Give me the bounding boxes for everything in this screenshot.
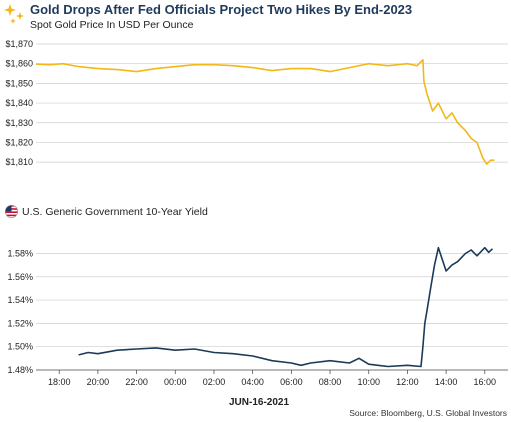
yield-series-line <box>78 246 494 368</box>
gold-ytick-label: $1,860 <box>5 59 33 69</box>
chart-title: Gold Drops After Fed Officials Project T… <box>30 2 413 17</box>
x-tick-label: 00:00 <box>164 377 187 387</box>
gold-panel: $1,810 $1,820 $1,830 $1,840 $1,850 $1,860 $1,8… <box>5 39 508 167</box>
x-tick-label: 04:00 <box>241 377 264 387</box>
yield-ytick-label: 1.56% <box>7 272 33 282</box>
x-tick-label: 10:00 <box>357 377 380 387</box>
x-tick-label: 18:00 <box>48 377 71 387</box>
x-tick-label: 22:00 <box>125 377 148 387</box>
sparkle-icon <box>4 4 24 24</box>
yield-ytick-label: 1.58% <box>7 248 33 258</box>
x-tick-label: 02:00 <box>203 377 226 387</box>
gold-ytick-label: $1,850 <box>5 78 33 88</box>
x-tick-label: 20:00 <box>87 377 110 387</box>
chart-subtitle: Spot Gold Price In USD Per Ounce <box>30 19 194 31</box>
x-tick-label: 06:00 <box>280 377 303 387</box>
date-label: JUN-16-2021 <box>229 397 290 408</box>
x-tick-label: 16:00 <box>474 377 497 387</box>
gold-ytick-label: $1,840 <box>5 98 33 108</box>
x-tick-label: 14:00 <box>435 377 458 387</box>
yield-ytick-label: 1.52% <box>7 318 33 328</box>
x-tick-label: 08:00 <box>319 377 342 387</box>
gold-ytick-label: $1,820 <box>5 137 33 147</box>
yield-ytick-label: 1.50% <box>7 342 33 352</box>
us-flag-icon <box>5 205 18 218</box>
yield-ytick-label: 1.48% <box>7 365 33 375</box>
gold-ytick-label: $1,810 <box>5 157 33 167</box>
x-axis: 18:00 20:00 22:00 00:00 02:00 04:00 06:00 08:00… <box>36 369 508 387</box>
source-note: Source: Bloomberg, U.S. Global Investors <box>349 408 507 418</box>
yield-ytick-label: 1.54% <box>7 295 33 305</box>
yield-panel-title: U.S. Generic Government 10-Year Yield <box>22 206 208 218</box>
x-tick-label: 12:00 <box>396 377 419 387</box>
gold-series-line <box>35 58 495 165</box>
gold-ytick-label: $1,870 <box>5 39 33 49</box>
gold-ytick-label: $1,830 <box>5 118 33 128</box>
yield-panel: 1.48% 1.50% 1.52% 1.54% 1.56% 1.58% <box>7 246 508 375</box>
